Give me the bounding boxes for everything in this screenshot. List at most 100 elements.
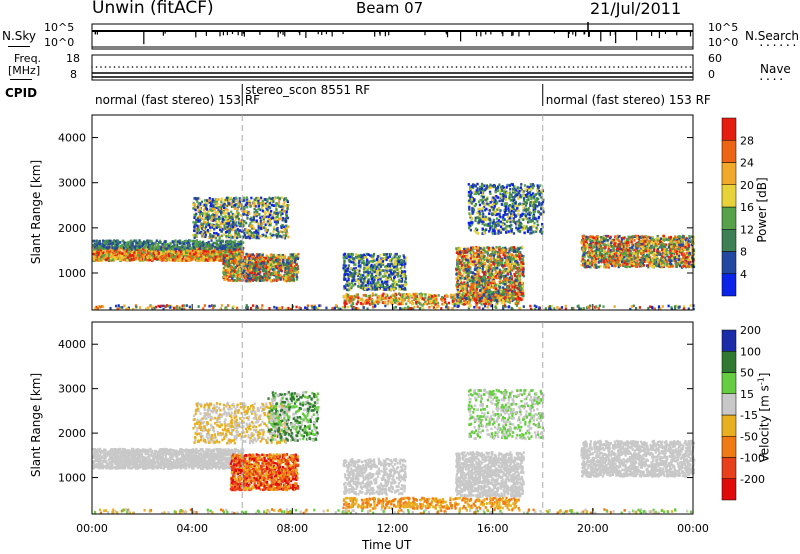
power-cell: [275, 256, 278, 260]
power-cell: [249, 255, 252, 258]
power-cell: [284, 269, 287, 273]
power-cell: [219, 251, 223, 254]
power-cell: [246, 262, 249, 265]
nave-dot: [572, 66, 575, 68]
nave-dot: [676, 66, 678, 68]
power-cell: [284, 234, 288, 237]
power-cell: [231, 259, 234, 263]
power-cell: [287, 225, 290, 228]
power-cell: [276, 276, 279, 280]
nave-dot: [478, 66, 480, 68]
power-cell: [188, 239, 192, 243]
power-cell: [248, 269, 251, 272]
power-cell: [215, 213, 219, 217]
power-cell: [272, 255, 275, 259]
power-cell: [171, 258, 174, 262]
power-cell: [259, 271, 262, 274]
power-cell: [179, 257, 182, 260]
power-cell: [93, 239, 96, 243]
power-cell: [270, 200, 273, 203]
power-cell: [92, 255, 95, 259]
power-cell: [129, 259, 132, 262]
power-cell: [418, 300, 421, 303]
power-cell: [209, 235, 212, 239]
power-cell: [122, 243, 125, 247]
nave-dot: [563, 66, 566, 68]
power-cell: [258, 253, 261, 256]
power-cell: [256, 267, 259, 271]
power-cell: [249, 224, 252, 227]
power-cell: [226, 225, 229, 229]
power-cell: [231, 267, 234, 271]
power-cell: [212, 258, 215, 262]
power-cell: [281, 230, 284, 234]
power-cell: [147, 253, 150, 256]
power-cell: [347, 278, 350, 282]
power-cell: [110, 259, 113, 262]
power-cell: [125, 247, 128, 251]
nave-dot: [104, 66, 107, 68]
power-cell: [259, 255, 263, 258]
power-cell: [362, 267, 366, 271]
power-cell: [201, 223, 204, 227]
power-cell: [228, 224, 231, 228]
power-cell: [196, 242, 199, 246]
power-cell: [365, 266, 368, 270]
power-cell: [376, 269, 379, 273]
nsearch-tick-top: 10^5: [708, 21, 739, 34]
power-cell: [226, 219, 230, 223]
power-cell: [147, 249, 150, 252]
power-cell: [243, 199, 246, 202]
power-cell: [126, 242, 130, 246]
power-cell: [379, 265, 383, 268]
power-cell: [94, 258, 98, 262]
power-cell: [210, 239, 213, 242]
power-cell: [155, 251, 158, 255]
power-cell: [383, 288, 386, 291]
power-cell: [385, 255, 388, 259]
power-cell: [236, 228, 239, 231]
power-cell: [346, 297, 350, 300]
power-cell: [258, 226, 262, 230]
power-cell: [260, 196, 263, 200]
power-cell: [203, 252, 206, 255]
power-cell: [220, 200, 223, 204]
power-cell: [165, 258, 168, 261]
power-cell: [285, 204, 288, 208]
power-cell: [213, 216, 216, 219]
power-cell: [221, 248, 224, 252]
power-cell: [352, 261, 355, 265]
power-cell: [353, 259, 356, 262]
power-cell: [218, 259, 221, 262]
power-cell: [293, 273, 296, 276]
power-cell: [209, 244, 212, 247]
power-cell: [136, 248, 139, 252]
power-cell: [100, 255, 103, 258]
power-cell: [282, 235, 285, 239]
nave-dot: [406, 66, 408, 68]
power-cell: [239, 235, 242, 239]
power-cell: [176, 255, 179, 259]
power-cell: [396, 272, 400, 276]
power-cell: [395, 265, 398, 269]
power-cell: [249, 277, 252, 281]
power-cell: [161, 247, 165, 251]
power-cell: [245, 279, 248, 283]
power-cell: [243, 196, 246, 200]
power-cell: [224, 208, 227, 211]
power-cell: [269, 236, 272, 239]
power-cell: [392, 272, 395, 275]
power-cell: [201, 247, 204, 250]
power-cell: [266, 272, 269, 276]
power-cell: [382, 261, 385, 265]
power-cell: [227, 199, 231, 202]
power-cell: [277, 258, 280, 261]
power-cell: [254, 234, 257, 238]
power-cell: [215, 206, 218, 209]
power-cell: [126, 245, 130, 248]
power-cell: [280, 196, 283, 199]
power-cell: [275, 215, 278, 219]
power-cell: [260, 234, 263, 238]
power-cell: [131, 254, 135, 257]
power-cell: [232, 200, 235, 204]
